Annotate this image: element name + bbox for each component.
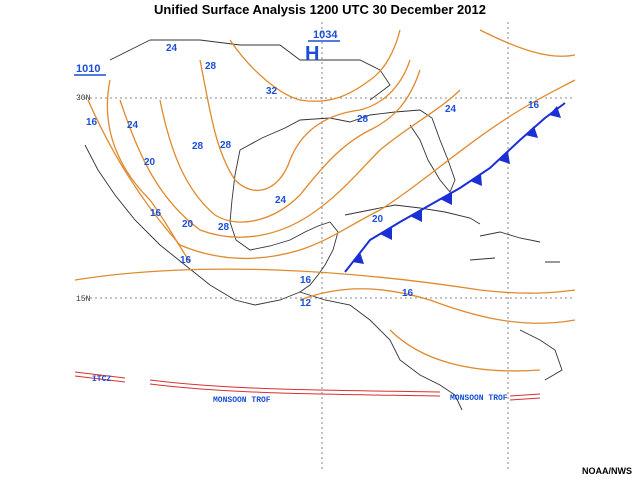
isobar-label: 20 <box>372 214 384 225</box>
isobar-label: 12 <box>300 298 312 309</box>
isobar-label: 16 <box>180 255 192 266</box>
isobar-label: 24 <box>166 43 178 54</box>
map-title: Unified Surface Analysis 1200 UTC 30 Dec… <box>154 2 486 17</box>
isobar-label: 16 <box>300 275 312 286</box>
high-center: 1034 H <box>305 29 340 65</box>
pressure-box: 1010 <box>74 63 106 76</box>
latitude-label: 15N <box>76 295 91 304</box>
pressure-value: 1010 <box>76 63 100 75</box>
isobar-label: 28 <box>218 222 230 233</box>
isobars <box>74 29 576 372</box>
trough-label: MONSOON TROF <box>213 396 271 405</box>
trough-label: MONSOON TROF <box>450 394 508 403</box>
coastlines <box>84 39 563 411</box>
credit: NOAA/NWS <box>582 466 632 476</box>
graticule <box>85 22 575 470</box>
isobar-label: 24 <box>445 104 457 115</box>
isobar-label: 28 <box>205 61 217 72</box>
cold-front <box>344 102 566 273</box>
isobar-label: 32 <box>266 86 278 97</box>
isobar-label: 28 <box>192 141 204 152</box>
isobar-label: 24 <box>275 195 287 206</box>
isobar-label: 20 <box>144 157 156 168</box>
isobar-label: 28 <box>357 114 369 125</box>
isobar-label: 24 <box>127 120 139 131</box>
monsoon-trough <box>74 371 541 401</box>
isobar-label: 20 <box>182 219 194 230</box>
pressure-symbol: H <box>305 43 319 65</box>
isobar-label: 16 <box>86 117 98 128</box>
pressure-value: 1034 <box>313 29 338 41</box>
isobar-label: 16 <box>528 100 540 111</box>
latitude-label: 30N <box>76 94 91 103</box>
isobar-labels: 24 28 32 16 24 28 28 20 28 24 16 24 16 20 28 20 16 16 12 16 <box>86 43 540 309</box>
isobar-label: 28 <box>220 140 232 151</box>
isobar-label: 16 <box>150 208 162 219</box>
isobar-label: 16 <box>402 288 414 299</box>
itcz-label: ITCZ <box>92 375 111 384</box>
